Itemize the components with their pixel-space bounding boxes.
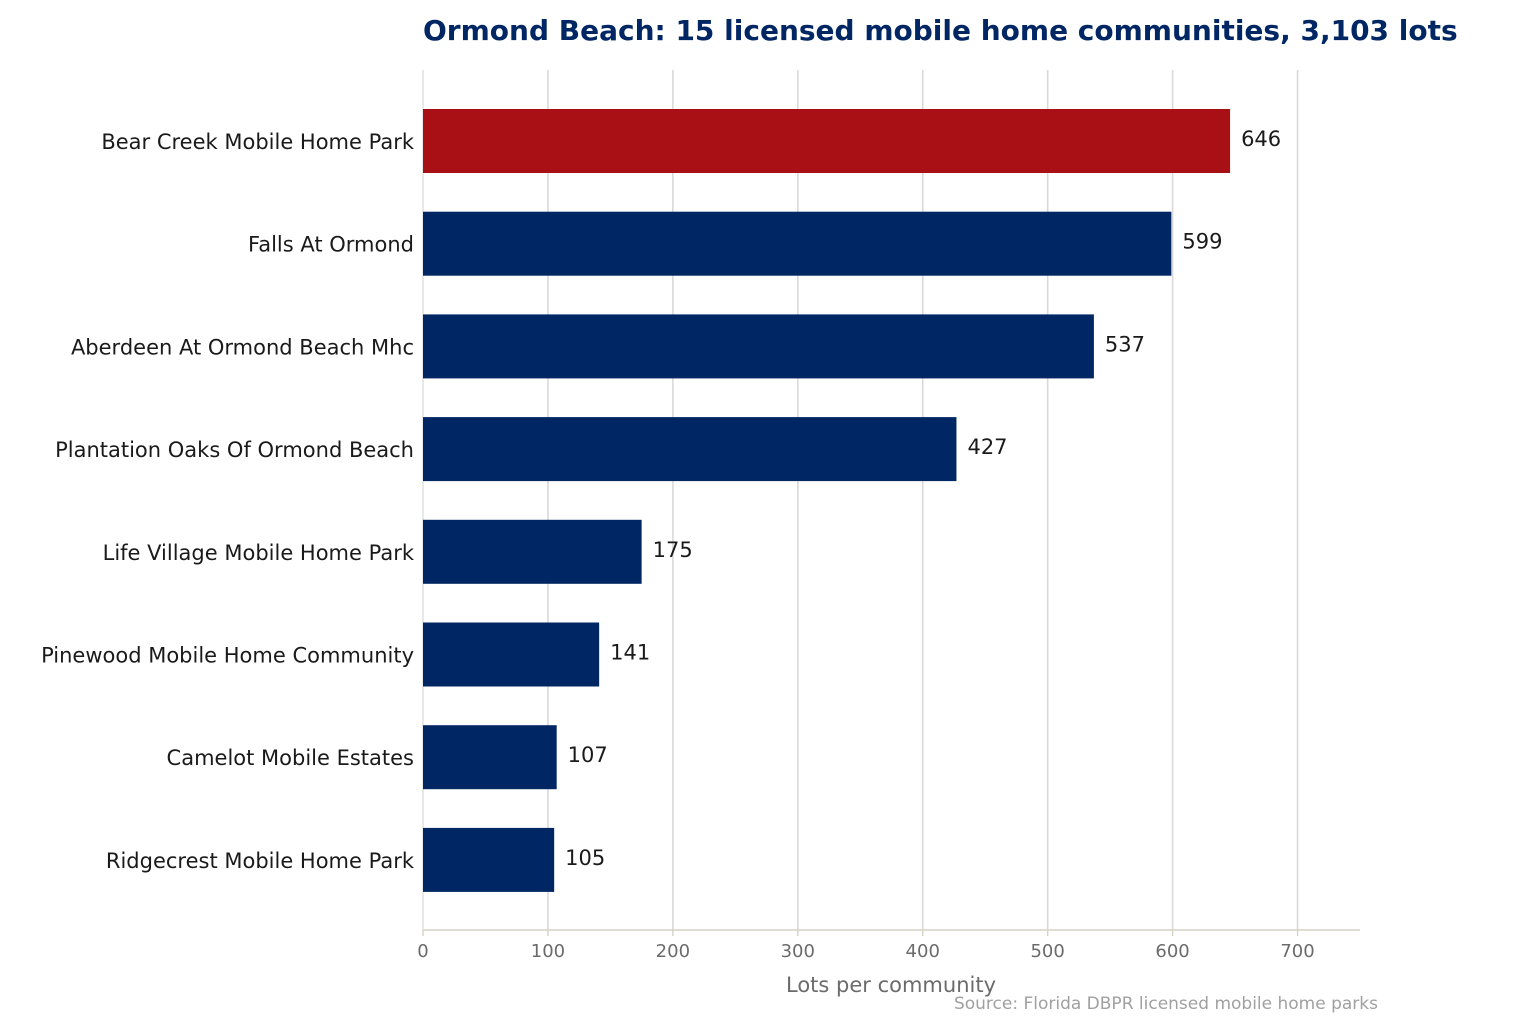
bar-4 [423,519,642,584]
x-tick-label-600: 600 [1155,941,1189,962]
value-label-3: 427 [967,435,1007,459]
bar-1 [423,211,1172,276]
grid-lines [422,70,1299,930]
value-label-1: 599 [1182,230,1222,254]
category-labels: Bear Creek Mobile Home Park Falls At Ormo… [41,130,415,873]
x-tick-label-200: 200 [656,941,690,962]
bar-0 [423,109,1231,173]
bars [423,109,1231,892]
category-label-1: Falls At Ormond [248,233,414,257]
category-label-2: Aberdeen At Ormond Beach Mhc [71,335,414,359]
x-tick-label-0: 0 [417,941,428,962]
bar-3 [423,417,957,482]
x-tick-label-500: 500 [1030,941,1064,962]
bar-2 [423,314,1094,379]
bar-5 [423,622,600,687]
value-label-7: 105 [565,846,605,870]
category-label-7: Ridgecrest Mobile Home Park [106,849,415,873]
x-tick-label-400: 400 [906,941,940,962]
value-label-0: 646 [1241,127,1281,151]
chart-title: Ormond Beach: 15 licensed mobile home co… [423,14,1458,47]
bar-6 [423,725,557,790]
x-tick-label-300: 300 [781,941,815,962]
source-note: Source: Florida DBPR licensed mobile hom… [954,994,1378,1014]
category-label-0: Bear Creek Mobile Home Park [101,130,414,154]
x-tick-label-700: 700 [1280,941,1314,962]
category-label-3: Plantation Oaks Of Ormond Beach [55,438,414,462]
bar-7 [423,827,555,892]
x-tick-label-100: 100 [531,941,565,962]
value-label-6: 107 [568,743,608,767]
x-axis-ticks: 0 100 200 300 400 500 600 700 [417,930,1315,962]
value-label-4: 175 [653,538,693,562]
category-label-5: Pinewood Mobile Home Community [41,644,414,668]
category-label-4: Life Village Mobile Home Park [103,541,415,565]
x-axis-title: Lots per community [786,973,996,997]
value-label-2: 537 [1105,332,1145,356]
value-labels: 646 599 537 427 175 141 107 105 [565,127,1281,870]
value-label-5: 141 [610,641,650,665]
category-label-6: Camelot Mobile Estates [167,746,414,770]
